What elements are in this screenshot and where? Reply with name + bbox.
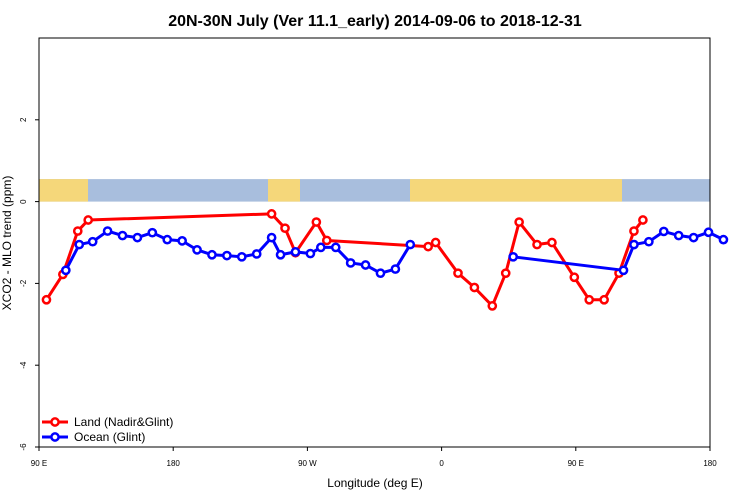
- data-point: [638, 215, 648, 225]
- data-point: [718, 234, 729, 245]
- data-point: [618, 265, 629, 276]
- data-point: [132, 232, 143, 243]
- data-point: [275, 249, 286, 260]
- series-line: [64, 229, 412, 275]
- data-point: [330, 242, 341, 253]
- x-tick-label: 0: [439, 459, 444, 468]
- data-point: [423, 241, 434, 252]
- series-line: [45, 212, 645, 308]
- data-point: [673, 230, 684, 241]
- data-point: [584, 294, 595, 305]
- legend-ocean-marker: [50, 432, 60, 442]
- data-point: [280, 223, 290, 234]
- data-point: [192, 245, 202, 255]
- x-tick-label: 90 W: [298, 459, 317, 468]
- y-tick-label: -4: [19, 361, 28, 369]
- data-point: [321, 235, 332, 246]
- data-point: [487, 301, 498, 311]
- series-1: [60, 226, 729, 279]
- y-axis: -6 -4 -2 0 2: [19, 117, 39, 451]
- data-point: [508, 251, 519, 262]
- data-point: [177, 236, 187, 246]
- data-point: [315, 242, 326, 253]
- data-point: [207, 249, 217, 260]
- x-tick-label: 180: [703, 459, 717, 468]
- y-tick-label: -6: [19, 443, 28, 451]
- data-point: [345, 258, 356, 268]
- series-group: [41, 209, 729, 311]
- data-point: [688, 232, 699, 243]
- data-point: [658, 226, 669, 237]
- band-land-0: [39, 179, 88, 202]
- data-point: [87, 236, 98, 247]
- data-point: [266, 232, 277, 243]
- data-point: [266, 209, 277, 219]
- y-axis-label: XCO2 - MLO trend (ppm): [0, 176, 14, 311]
- data-point: [360, 260, 371, 270]
- x-tick-label: 90 E: [568, 459, 584, 468]
- data-point: [375, 268, 386, 279]
- band-land-2: [410, 179, 622, 202]
- data-point: [117, 230, 128, 241]
- legend-land-label: Land (Nadir&Glint): [74, 415, 173, 429]
- data-point: [83, 215, 94, 225]
- data-point: [569, 272, 580, 283]
- legend: Land (Nadir&Glint) Ocean (Glint): [42, 415, 173, 444]
- data-point: [222, 250, 232, 261]
- x-axis-label: Longitude (deg E): [327, 476, 422, 490]
- land-ocean-band: [39, 179, 710, 202]
- data-point: [405, 239, 416, 250]
- x-axis: 90 E 180 90 W 0 90 E 180: [31, 447, 717, 468]
- data-point: [390, 264, 401, 274]
- plot-frame: [38, 37, 711, 448]
- x-tick-label: 180: [167, 459, 181, 468]
- data-point: [644, 236, 654, 247]
- chart-title: 20N-30N July (Ver 11.1_early) 2014-09-06…: [168, 13, 582, 30]
- data-point: [430, 237, 441, 248]
- data-point: [469, 282, 480, 293]
- data-point: [703, 227, 714, 238]
- data-point: [305, 248, 316, 259]
- data-point: [532, 239, 542, 250]
- legend-ocean-label: Ocean (Glint): [74, 430, 145, 444]
- legend-item-land: Land (Nadir&Glint): [42, 415, 173, 429]
- x-tick-label: 90 E: [31, 459, 47, 468]
- series-0: [41, 209, 648, 311]
- data-point: [72, 226, 83, 236]
- data-point: [60, 265, 71, 276]
- data-point: [236, 251, 247, 262]
- band-land-1: [268, 179, 300, 202]
- data-point: [311, 217, 322, 227]
- data-point: [599, 294, 609, 305]
- data-point: [547, 237, 557, 248]
- data-point: [453, 268, 463, 279]
- data-point: [514, 217, 524, 227]
- data-point: [74, 239, 85, 250]
- data-point: [102, 226, 113, 236]
- legend-land-marker: [50, 417, 60, 427]
- data-point: [629, 226, 639, 236]
- data-point: [629, 239, 639, 250]
- data-point: [147, 227, 158, 238]
- data-point: [500, 268, 511, 279]
- data-point: [162, 234, 173, 245]
- y-tick-label: 2: [19, 117, 28, 122]
- data-point: [41, 294, 52, 305]
- y-tick-label: 0: [19, 199, 28, 204]
- legend-item-ocean: Ocean (Glint): [42, 430, 145, 444]
- y-tick-label: -2: [19, 279, 28, 287]
- data-point: [251, 249, 262, 259]
- data-point: [290, 247, 301, 257]
